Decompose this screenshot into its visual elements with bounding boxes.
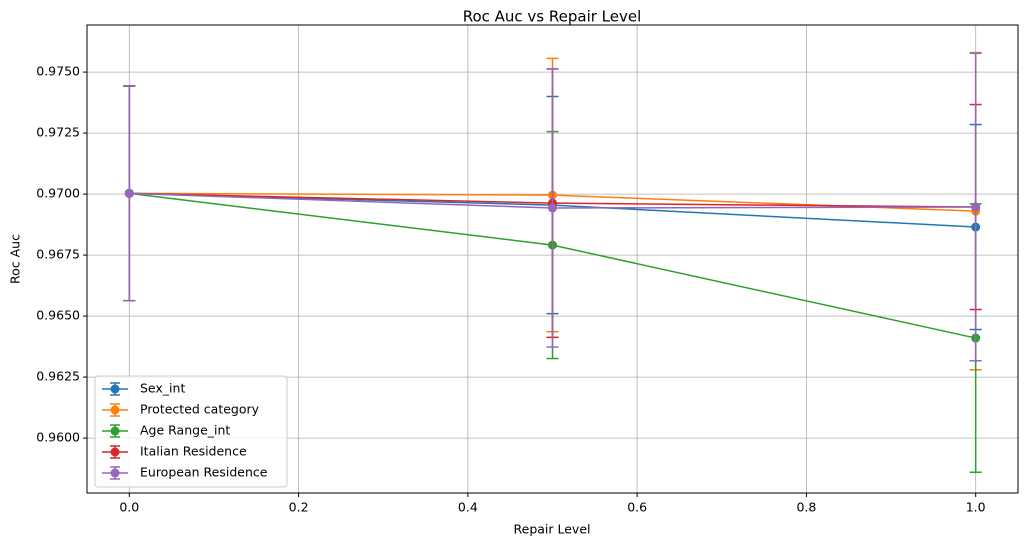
y-tick-label: 0.9650 <box>36 308 80 323</box>
y-tick-label: 0.9625 <box>36 369 80 384</box>
y-tick-label: 0.9675 <box>36 247 80 262</box>
chart-title: Roc Auc vs Repair Level <box>463 8 642 26</box>
point <box>124 188 134 198</box>
legend-label: Sex_int <box>140 381 185 396</box>
point <box>548 203 557 213</box>
legend-marker <box>110 405 120 415</box>
x-axis-label: Repair Level <box>514 522 591 537</box>
x-tick-label: 0.0 <box>119 500 139 515</box>
y-tick-label: 0.9700 <box>36 186 80 201</box>
legend-label: Age Range_int <box>140 423 230 438</box>
legend-marker <box>110 447 120 457</box>
x-tick-label: 0.6 <box>627 500 647 515</box>
legend-label: Italian Residence <box>140 444 247 459</box>
legend-box <box>94 375 288 488</box>
x-tick-label: 1.0 <box>966 500 986 515</box>
legend-marker <box>110 426 120 436</box>
y-tick-label: 0.9750 <box>36 64 80 79</box>
x-tick-label: 0.4 <box>458 500 478 515</box>
y-tick-label: 0.9600 <box>36 430 80 445</box>
x-tick-label: 0.2 <box>289 500 309 515</box>
y-tick-label: 0.9725 <box>36 125 80 140</box>
legend-marker <box>110 384 120 394</box>
point <box>971 202 981 212</box>
plot-frame <box>86 24 1019 494</box>
y-axis-label: Roc Auc <box>8 234 23 284</box>
legend-label: European Residence <box>140 465 268 480</box>
legend-label: Protected category <box>140 402 260 417</box>
x-tick-label: 0.8 <box>796 500 816 515</box>
legend-marker <box>110 468 120 478</box>
